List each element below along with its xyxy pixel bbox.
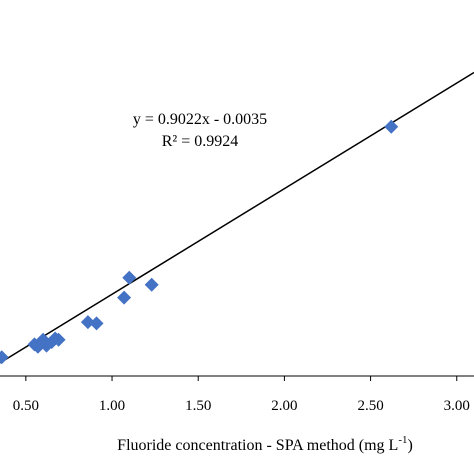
data-point: [117, 290, 132, 305]
data-point: [0, 350, 9, 365]
equation-label: y = 0.9022x - 0.0035: [133, 111, 267, 128]
data-point: [384, 119, 399, 134]
x-axis-title-main: Fluoride concentration - SPA method (mg …: [117, 437, 398, 454]
trendline-layer: [0, 71, 474, 364]
data-point: [80, 315, 95, 330]
r-squared-label: R² = 0.9924: [162, 133, 239, 150]
data-point: [122, 270, 137, 285]
x-axis-title-superscript: -1: [398, 434, 407, 446]
x-axis-title: Fluoride concentration - SPA method (mg …: [117, 434, 413, 454]
data-point: [51, 332, 66, 347]
x-tick-label: 2.50: [357, 398, 383, 414]
x-tick-label: 1.50: [185, 398, 211, 414]
trendline: [0, 71, 474, 364]
x-tick-label: 1.00: [99, 398, 125, 414]
x-tick-label: 2.00: [271, 398, 297, 414]
x-axis-title-suffix: ): [408, 437, 413, 454]
data-point: [89, 316, 104, 331]
x-ticks-layer: 0.50 1.00 1.50 2.00 2.50 3.00: [13, 376, 470, 414]
x-tick-label: 0.50: [13, 398, 39, 414]
points-layer: [0, 119, 399, 365]
x-tick-label: 3.00: [444, 398, 470, 414]
data-point: [144, 277, 159, 292]
